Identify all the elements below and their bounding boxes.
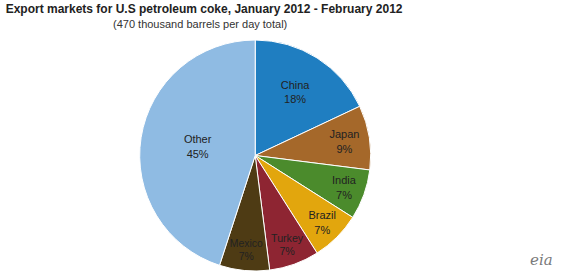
svg-text:China18%: China18% xyxy=(281,79,311,105)
svg-text:eia: eia xyxy=(530,251,553,269)
svg-text:Other45%: Other45% xyxy=(184,133,212,159)
svg-text:(470 thousand barrels per day: (470 thousand barrels per day total) xyxy=(113,18,287,30)
svg-text:Turkey7%: Turkey7% xyxy=(271,232,304,258)
svg-text:Japan9%: Japan9% xyxy=(329,128,359,154)
svg-text:Export markets for U.S petrole: Export markets for U.S petroleum coke, J… xyxy=(6,2,403,16)
svg-text:India7%: India7% xyxy=(332,174,357,200)
svg-text:Brazil7%: Brazil7% xyxy=(308,209,336,235)
svg-text:Mexico7%: Mexico7% xyxy=(230,238,263,263)
